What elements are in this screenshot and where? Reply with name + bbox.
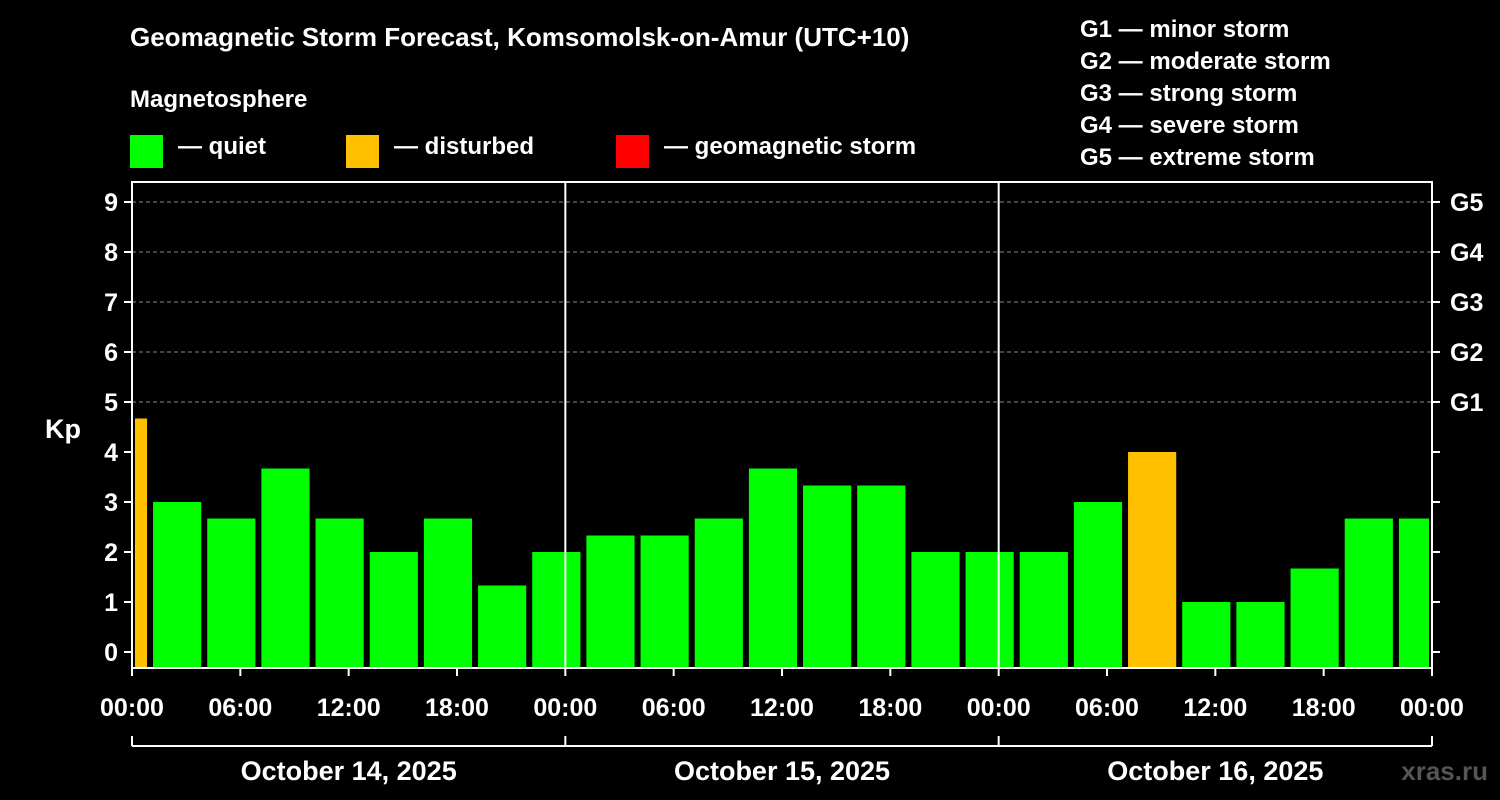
g-level-label: G4	[1450, 239, 1483, 267]
y-tick-label: 3	[104, 489, 118, 517]
kp-bar	[857, 485, 906, 668]
x-tick-label: 06:00	[642, 694, 706, 722]
kp-bar	[803, 485, 852, 668]
x-tick-label: 06:00	[208, 694, 272, 722]
y-tick-label: 1	[104, 589, 118, 617]
kp-bar	[640, 535, 689, 668]
g-level-label: G5	[1450, 189, 1483, 217]
x-tick-label: 00:00	[1400, 694, 1464, 722]
g-scale-legend: G1 — minor storm G2 — moderate storm G3 …	[1080, 14, 1331, 174]
kp-bar	[1182, 602, 1231, 668]
kp-bar	[478, 585, 527, 668]
kp-bar	[911, 552, 960, 668]
y-axis-label: Kp	[45, 414, 81, 444]
legend-label-quiet: — quiet	[178, 133, 266, 160]
kp-bar	[1073, 502, 1123, 668]
legend-swatch-quiet	[130, 135, 163, 168]
kp-bar	[586, 535, 635, 668]
g-scale-item: G3 — strong storm	[1080, 80, 1298, 107]
x-tick-label: 00:00	[533, 694, 597, 722]
chart-subtitle: Magnetosphere	[130, 86, 308, 113]
kp-bar	[1019, 552, 1068, 668]
g-level-label: G2	[1450, 339, 1483, 367]
g-scale-item: G5 — extreme storm	[1080, 144, 1315, 171]
kp-bar	[135, 418, 148, 668]
x-tick-label: 18:00	[425, 694, 489, 722]
g-scale-item: G2 — moderate storm	[1080, 48, 1331, 75]
y-tick-label: 6	[104, 339, 118, 367]
watermark: xras.ru	[1401, 756, 1488, 786]
kp-bar	[369, 552, 418, 668]
kp-bar	[532, 552, 581, 668]
x-tick-label: 18:00	[1292, 694, 1356, 722]
g-level-label: G1	[1450, 389, 1483, 417]
x-tick-label: 06:00	[1075, 694, 1139, 722]
legend-swatch-disturbed	[346, 135, 379, 168]
chart-title: Geomagnetic Storm Forecast, Komsomolsk-o…	[130, 22, 910, 52]
y-tick-label: 2	[104, 539, 118, 567]
x-tick-label: 12:00	[1183, 694, 1247, 722]
g-scale-item: G1 — minor storm	[1080, 16, 1290, 43]
day-label: October 16, 2025	[1107, 756, 1323, 786]
kp-bar	[1398, 518, 1429, 668]
x-tick-label: 12:00	[750, 694, 814, 722]
kp-bar	[153, 502, 202, 668]
g-level-label: G3	[1450, 289, 1483, 317]
y-tick-label: 0	[104, 639, 118, 667]
kp-bar	[315, 518, 364, 668]
y-tick-label: 8	[104, 239, 118, 267]
kp-bar	[1128, 452, 1177, 668]
kp-bar	[423, 518, 473, 668]
x-tick-label: 00:00	[100, 694, 164, 722]
y-tick-label: 5	[104, 389, 118, 417]
y-tick-label: 7	[104, 289, 118, 317]
x-tick-label: 00:00	[967, 694, 1031, 722]
day-label: October 15, 2025	[674, 756, 890, 786]
kp-bar	[965, 552, 1014, 668]
kp-bar	[1290, 568, 1339, 668]
kp-bar	[207, 518, 256, 668]
kp-bar	[694, 518, 743, 668]
x-tick-label: 18:00	[858, 694, 922, 722]
day-label: October 14, 2025	[241, 756, 457, 786]
y-tick-label: 9	[104, 189, 118, 217]
kp-bar	[1344, 518, 1393, 668]
x-tick-label: 12:00	[317, 694, 381, 722]
legend-label-storm: — geomagnetic storm	[664, 133, 917, 160]
kp-bar	[1236, 602, 1285, 668]
g-scale-item: G4 — severe storm	[1080, 112, 1299, 139]
kp-bar	[261, 468, 310, 668]
kp-bar	[748, 468, 798, 668]
y-tick-label: 4	[104, 439, 118, 467]
legend-label-disturbed: — disturbed	[394, 133, 535, 160]
legend-swatch-storm	[616, 135, 649, 168]
